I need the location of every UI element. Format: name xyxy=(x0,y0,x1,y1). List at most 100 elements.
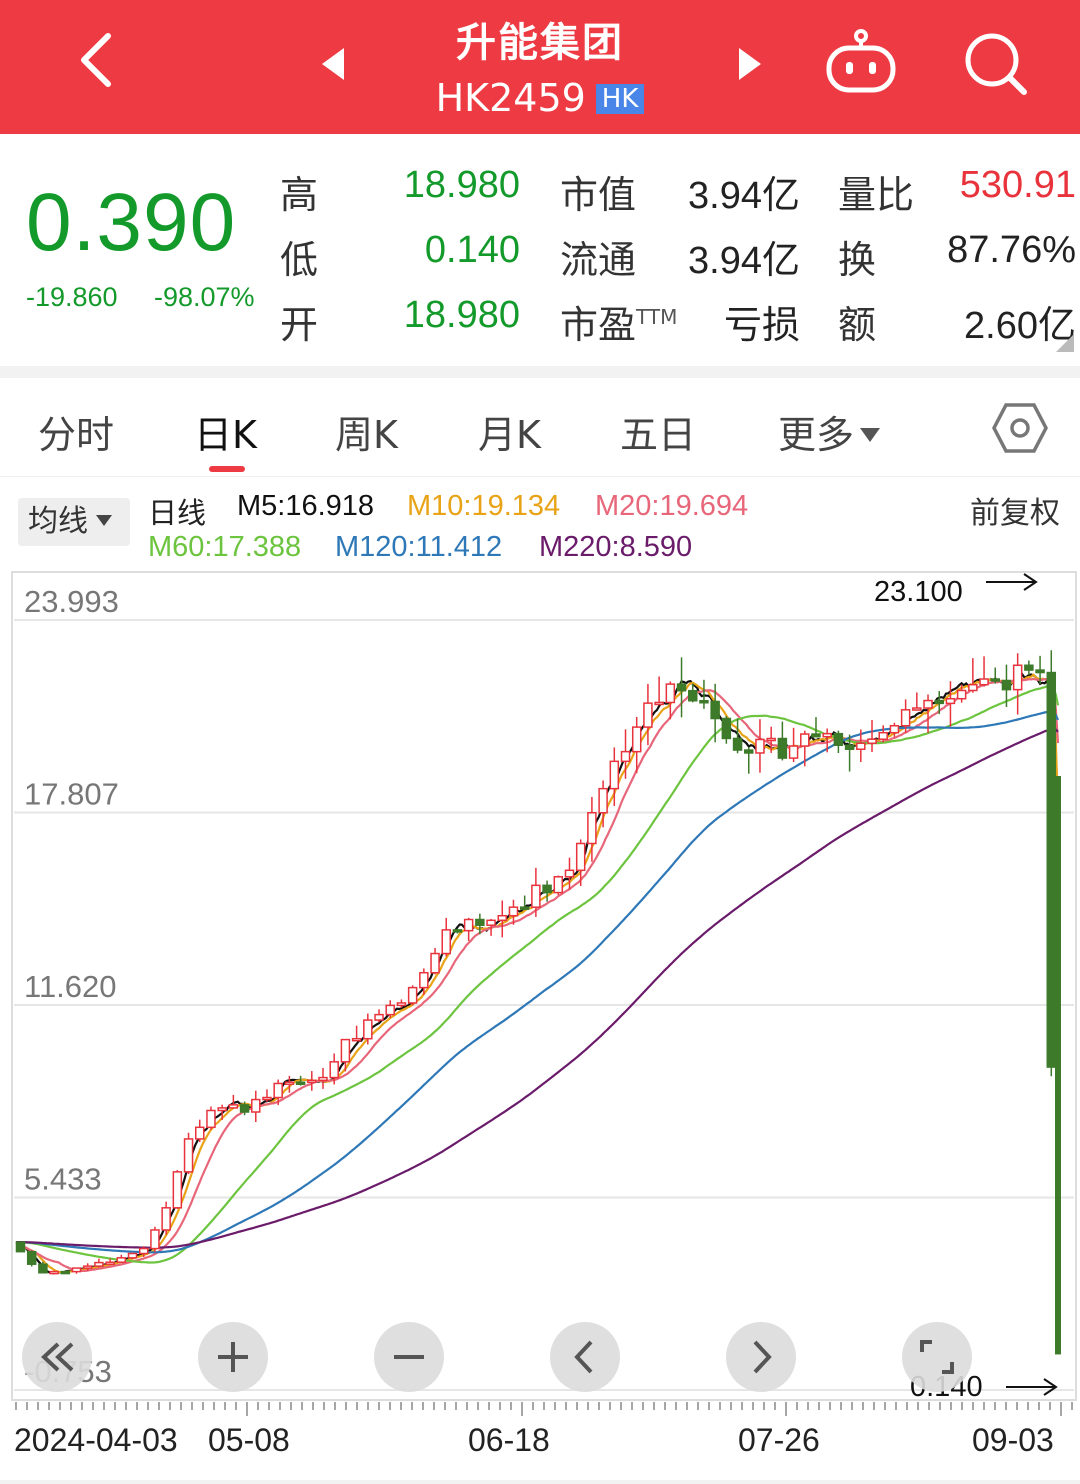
candle-body xyxy=(643,702,653,728)
candle-body xyxy=(519,906,530,910)
chart-frame xyxy=(11,571,1077,1401)
tab-daily-k[interactable]: 日K xyxy=(194,413,257,457)
amount-label: 额 xyxy=(838,303,877,347)
candle-body xyxy=(990,678,1001,682)
last-candle-body xyxy=(1055,775,1061,1355)
candle-body xyxy=(777,737,788,759)
candle-body xyxy=(945,697,956,705)
zoom-in-button[interactable] xyxy=(198,1322,268,1392)
candle-body xyxy=(475,918,485,926)
high-label: 高 xyxy=(280,173,319,217)
back-arrow-icon[interactable] xyxy=(70,30,130,90)
float-label: 流通 xyxy=(560,238,637,282)
y-tick-label: 5.433 xyxy=(24,1162,102,1197)
expand-corner-icon[interactable] xyxy=(1056,334,1074,352)
candle-body xyxy=(833,732,844,746)
candle-body xyxy=(71,1267,82,1273)
candle-body xyxy=(161,1207,171,1231)
candle-body xyxy=(127,1252,138,1259)
fullscreen-icon xyxy=(920,1340,954,1374)
candle-body xyxy=(844,744,855,750)
candle-body xyxy=(587,812,597,845)
bottom-divider xyxy=(0,1480,1080,1484)
adjust-mode-button[interactable]: 前复权 xyxy=(970,496,1060,531)
candle-body xyxy=(497,914,508,922)
candle-body xyxy=(889,724,900,734)
x-label-2: 06-18 xyxy=(468,1422,550,1458)
turnover-value: 87.76% xyxy=(947,229,1076,271)
scroll-left-button[interactable] xyxy=(550,1322,620,1392)
candle-body xyxy=(94,1261,104,1267)
candle-body xyxy=(598,787,608,814)
tab-monthly-k[interactable]: 月K xyxy=(478,413,541,457)
candle-body xyxy=(575,842,586,872)
period-tabs: 分时 日K 周K 月K 五日 更多 xyxy=(0,378,1080,477)
candle-body xyxy=(452,929,463,933)
robot-icon[interactable] xyxy=(824,28,898,96)
candle-body xyxy=(934,699,944,705)
candle-body xyxy=(687,689,698,702)
settings-hexagon-icon[interactable] xyxy=(992,402,1048,454)
app-header: 升能集团 HK2459 HK xyxy=(0,0,1080,134)
candle-body xyxy=(60,1270,71,1275)
mcap-label: 市值 xyxy=(560,173,637,217)
candle-body xyxy=(721,717,732,740)
scroll-right-button[interactable] xyxy=(726,1322,796,1392)
tab-five-day[interactable]: 五日 xyxy=(620,413,697,457)
mcap-value: 3.94亿 xyxy=(688,175,800,217)
fullscreen-button[interactable] xyxy=(902,1322,972,1392)
candle-body xyxy=(912,707,922,711)
candle-body xyxy=(172,1171,183,1209)
candle-body xyxy=(800,733,810,747)
candle-body xyxy=(251,1098,261,1113)
candle-body xyxy=(665,683,676,704)
tab-more[interactable]: 更多 xyxy=(778,404,881,459)
candle-body xyxy=(385,1004,395,1016)
candle-body xyxy=(363,1019,373,1040)
candle-body xyxy=(867,738,877,745)
candle-body xyxy=(463,918,474,932)
prev-stock-icon[interactable] xyxy=(318,46,348,82)
float-value: 3.94亿 xyxy=(688,240,800,282)
low-value: 0.140 xyxy=(424,229,520,271)
candle-body xyxy=(508,906,519,917)
candle-body xyxy=(295,1081,306,1085)
candle-body xyxy=(654,701,664,706)
x-label-start: 2024-04-03 xyxy=(14,1422,178,1458)
zoom-out-button[interactable] xyxy=(374,1322,444,1392)
candle-body xyxy=(228,1104,239,1109)
candle-body xyxy=(150,1229,160,1250)
x-label-end: 09-03 xyxy=(972,1422,1054,1458)
left-icon xyxy=(574,1340,593,1374)
scroll-start-button[interactable] xyxy=(22,1322,92,1392)
candle-body xyxy=(1012,664,1023,691)
tab-weekly-k[interactable]: 周K xyxy=(335,413,398,457)
candle-body xyxy=(956,689,967,700)
stock-code-row: HK2459 HK xyxy=(0,76,1080,120)
active-tab-indicator xyxy=(209,466,245,472)
candle-body xyxy=(430,952,440,974)
next-stock-icon[interactable] xyxy=(735,46,765,82)
candle-body xyxy=(206,1109,216,1129)
tab-more-label: 更多 xyxy=(778,413,855,457)
right-icon xyxy=(753,1340,772,1374)
candle-body xyxy=(1024,664,1034,671)
search-icon[interactable] xyxy=(962,30,1030,98)
candle-body xyxy=(15,1241,26,1253)
vol-ratio-label: 量比 xyxy=(838,173,915,217)
ma20-line xyxy=(15,677,1060,1273)
candle-body xyxy=(318,1076,328,1082)
tab-intraday[interactable]: 分时 xyxy=(38,413,115,457)
low-label: 低 xyxy=(280,238,319,282)
ma5-legend: M5:16.918 xyxy=(237,490,375,522)
candle-body xyxy=(217,1107,227,1112)
candle-body xyxy=(374,1013,384,1021)
max-arrow-head xyxy=(1023,573,1038,591)
candle-body xyxy=(116,1257,127,1263)
candle-body xyxy=(329,1061,339,1079)
candle-body xyxy=(307,1079,317,1084)
pe-ttm-sup: TTM xyxy=(636,305,678,329)
ma-selector-button[interactable]: 均线 xyxy=(18,498,130,546)
open-value: 18.980 xyxy=(403,294,520,336)
